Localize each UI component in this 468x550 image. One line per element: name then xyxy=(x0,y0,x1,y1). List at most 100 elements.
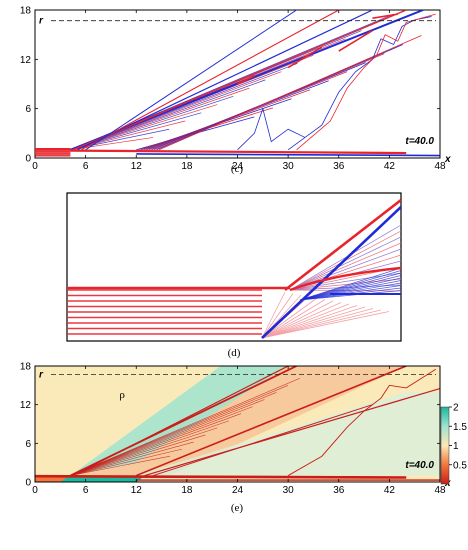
panel-e-y-tick-label: 12 xyxy=(20,400,32,411)
panel-c-fragment xyxy=(237,75,255,85)
panel-e-shock-contour xyxy=(135,366,407,477)
colorbar xyxy=(440,406,450,485)
panel-c-secondary-line xyxy=(158,35,422,151)
panel-e-y-axis-label: r xyxy=(39,369,44,380)
panel-c-shock-line xyxy=(76,10,373,151)
panel-d-blue-fan xyxy=(299,285,401,301)
panel-c-x-tick-label: 0 xyxy=(32,161,38,172)
panel-e-y-tick-label: 18 xyxy=(20,362,32,373)
panel-d-label: (d) xyxy=(228,347,241,359)
panel-c-axes: 0 6 12 18 24 30 36 42 48 0 6 12 18 x r t=40.0 xyxy=(20,6,451,173)
panel-d-fan-light xyxy=(261,311,390,339)
panel-e-fan-contour xyxy=(70,441,194,476)
panel-c-vortex-line xyxy=(237,107,306,151)
panel-d-fan-light xyxy=(261,299,326,339)
panel-e-mixing-layer xyxy=(35,474,407,479)
panel-e-x-tick-label: 12 xyxy=(131,485,143,496)
panel-c: 0 6 12 18 24 30 36 42 48 0 6 12 18 x r t=40.0 (c) xyxy=(20,6,451,176)
colorbar-tick-label: 1.5 xyxy=(453,422,467,433)
panel-e-x-tick-label: 18 xyxy=(181,485,193,496)
panel-c-x-tick-label: 24 xyxy=(232,161,244,172)
panel-d-shock-blue xyxy=(261,206,401,339)
panel-d-fan-light xyxy=(261,309,382,339)
panel-d-fan-light xyxy=(261,305,358,339)
panel-d-blue-fan xyxy=(299,280,401,301)
panel-d-fan-light xyxy=(261,297,318,339)
panel-e-fan-contour xyxy=(70,399,265,476)
panel-c-lines xyxy=(35,10,440,157)
panel-d-upper-fan xyxy=(289,278,401,291)
panel-c-y-tick-label: 0 xyxy=(25,154,31,165)
panel-e-shock-contour xyxy=(72,366,289,477)
panel-d-contact-red xyxy=(289,266,401,292)
panel-e-y-tick-label: 0 xyxy=(25,478,31,489)
panel-e-fan-contour xyxy=(70,434,206,476)
panel-d-fan-light xyxy=(261,291,286,339)
panel-e-field-label: ρ xyxy=(119,389,125,401)
panel-c-y-tick-label: 18 xyxy=(20,6,32,17)
panel-d-frame xyxy=(66,192,402,342)
panel-c-time-label: t=40.0 xyxy=(405,136,434,147)
panel-e-x-tick-label: 30 xyxy=(283,485,295,496)
panel-e-y-tick-label: 6 xyxy=(25,439,31,450)
panel-e-fan-contour xyxy=(70,392,277,476)
panel-d-upper-fan xyxy=(289,236,401,291)
panel-c-x-tick-label: 30 xyxy=(283,161,295,172)
panel-e-fan-contour xyxy=(70,448,182,476)
panel-c-contact-line xyxy=(287,16,432,151)
panel-e-label: (e) xyxy=(231,502,244,514)
panel-d-blue-fan xyxy=(299,290,401,301)
panel-e-fan-contour xyxy=(70,377,301,476)
panel-e-shock-contour xyxy=(144,387,440,477)
panel-e-shock-contour xyxy=(152,404,373,477)
panel-d-lines xyxy=(67,198,401,339)
panel-c-y-tick-label: 12 xyxy=(20,55,32,66)
panel-e-x-tick-label: 6 xyxy=(83,485,89,496)
panel-d-upper-fan xyxy=(289,224,401,291)
panel-d: (d) xyxy=(66,192,402,359)
panel-e-fan-contour xyxy=(70,427,218,476)
panel-e-fan-contour xyxy=(70,406,253,476)
panel-d-blue-fan xyxy=(299,272,401,301)
panel-e-field xyxy=(35,366,440,482)
panel-e-contact-contour xyxy=(287,368,437,476)
panel-d-blue-fan xyxy=(299,277,401,301)
panel-d-blue-fan xyxy=(299,270,401,301)
panel-d-fan-light xyxy=(261,300,334,339)
panel-c-x-tick-label: 48 xyxy=(434,161,446,172)
panel-c-x-tick-label: 6 xyxy=(83,161,89,172)
panel-e-x-tick-label: 48 xyxy=(434,485,446,496)
colorbar-tick-label: 0.5 xyxy=(453,460,467,471)
panel-c-y-tick-label: 6 xyxy=(25,104,31,115)
panel-c-contact-line-red xyxy=(296,13,436,151)
panel-d-blue-fan xyxy=(299,275,401,301)
panel-c-fragment xyxy=(338,29,373,52)
panel-c-fragment xyxy=(372,13,398,20)
panel-e-fan-contour xyxy=(70,455,171,476)
panel-d-upper-fan xyxy=(289,242,401,291)
panel-d-shock-red xyxy=(284,198,401,292)
panel-c-x-axis-label: x xyxy=(444,154,451,165)
panel-c-mixing-layer xyxy=(70,149,407,155)
panel-e-x-tick-label: 36 xyxy=(333,485,345,496)
panel-d-blue-fan xyxy=(299,267,401,301)
panel-d-fan-light xyxy=(261,293,294,339)
panel-c-x-tick-label: 36 xyxy=(333,161,345,172)
panel-d-fan-light xyxy=(261,303,350,339)
panel-e-x-tick-label: 42 xyxy=(384,485,396,496)
panel-e-fan-contour xyxy=(70,385,289,476)
colorbar-ticks: 2 1.5 1 0.5 xyxy=(449,403,467,471)
panel-d-blue-fan xyxy=(299,282,401,301)
colorbar-tick-label: 1 xyxy=(453,441,459,452)
panel-c-fragment xyxy=(287,46,323,69)
panel-c-shock-line xyxy=(81,10,340,151)
panel-c-shock-line xyxy=(85,10,297,151)
panel-d-fan-light xyxy=(261,302,342,339)
panel-c-y-axis-label: r xyxy=(39,16,44,27)
panel-c-x-tick-label: 42 xyxy=(384,161,396,172)
panel-c-shock-line xyxy=(72,10,407,151)
panel-d-fan-light xyxy=(261,306,366,339)
